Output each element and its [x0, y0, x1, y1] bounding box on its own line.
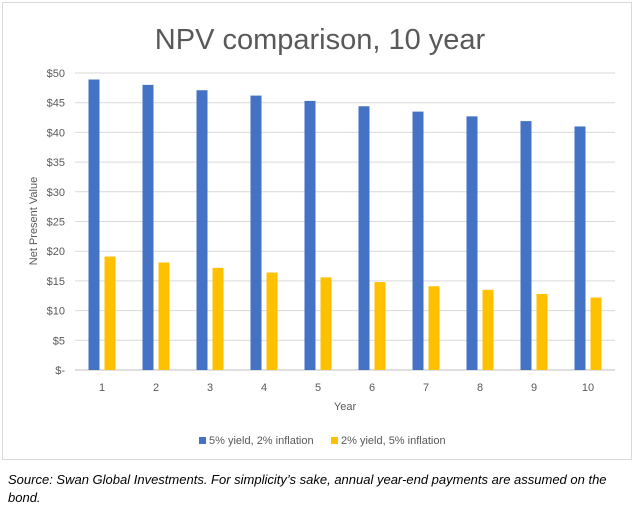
bar-series-1-year-2 [142, 84, 154, 370]
bar-series-2-year-8 [482, 289, 494, 370]
x-tick-label: 5 [315, 382, 321, 394]
bar-series-2-year-10 [590, 297, 602, 370]
gridlines [75, 72, 615, 371]
x-tick-label: 10 [582, 382, 594, 394]
y-tick-label: $25 [47, 217, 65, 229]
chart-frame: NPV comparison, 10 year $- $5 $10 $15 $20 $25… [2, 2, 632, 460]
bar-series-2-year-5 [320, 277, 332, 370]
bar-series-1-year-4 [250, 95, 262, 371]
y-tick-label: $45 [47, 98, 65, 110]
legend-swatch-1 [199, 437, 206, 444]
x-tick-labels: 1 2 3 4 5 6 7 8 9 10 [99, 382, 594, 394]
bar-series-2-year-9 [536, 293, 548, 370]
y-tick-label: $20 [47, 246, 65, 258]
x-tick-label: 9 [531, 382, 537, 394]
bar-series-1-year-8 [466, 116, 478, 370]
chart-svg: NPV comparison, 10 year $- $5 $10 $15 $20 $25… [28, 24, 615, 447]
source-footnote: Source: Swan Global Investments. For sim… [8, 472, 607, 505]
y-tick-label: $35 [47, 157, 65, 169]
bar-series-1-year-10 [574, 126, 586, 371]
y-tick-labels: $- $5 $10 $15 $20 $25 $30 $35 $40 $45 $50 [47, 68, 66, 377]
y-tick-label: $5 [53, 335, 65, 347]
bar-series-1-year-9 [520, 121, 532, 370]
bars [88, 79, 602, 371]
bar-series-2-year-2 [158, 262, 170, 370]
x-tick-label: 7 [423, 382, 429, 394]
x-tick-label: 2 [153, 382, 159, 394]
y-axis-label: Net Present Value [28, 177, 40, 265]
bar-series-2-year-6 [374, 282, 386, 370]
bar-series-1-year-5 [304, 100, 316, 370]
y-tick-label: $10 [47, 306, 65, 318]
y-tick-label: $15 [47, 276, 65, 288]
y-tick-label: $50 [47, 68, 65, 80]
bar-series-2-year-1 [104, 256, 116, 370]
x-axis-label: Year [334, 401, 357, 413]
x-tick-label: 4 [261, 382, 267, 394]
bar-series-2-year-4 [266, 272, 278, 370]
y-tick-label: $30 [47, 187, 65, 199]
bar-series-1-year-7 [412, 111, 424, 371]
legend-label-1: 5% yield, 2% inflation [209, 435, 314, 447]
bar-series-1-year-3 [196, 90, 208, 370]
legend-label-2: 2% yield, 5% inflation [341, 435, 446, 447]
legend: 5% yield, 2% inflation 2% yield, 5% infla… [199, 435, 446, 447]
legend-swatch-2 [331, 437, 338, 444]
bar-series-2-year-3 [212, 267, 224, 370]
x-tick-label: 8 [477, 382, 483, 394]
bar-series-1-year-6 [358, 106, 370, 370]
bar-series-2-year-7 [428, 286, 440, 370]
x-tick-label: 3 [207, 382, 213, 394]
y-tick-label: $40 [47, 127, 65, 139]
x-tick-label: 6 [369, 382, 375, 394]
bar-series-1-year-1 [88, 79, 100, 370]
y-tick-label: $- [55, 365, 65, 377]
chart-title: NPV comparison, 10 year [155, 24, 486, 56]
x-tick-label: 1 [99, 382, 105, 394]
